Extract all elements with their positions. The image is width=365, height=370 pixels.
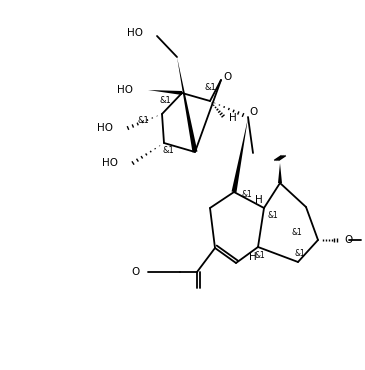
Polygon shape [231, 118, 248, 192]
Text: O: O [132, 267, 140, 277]
Text: &1: &1 [163, 145, 175, 155]
Text: O: O [224, 72, 232, 82]
Text: &1: &1 [159, 95, 171, 104]
Polygon shape [278, 163, 282, 183]
Text: &1: &1 [291, 228, 302, 236]
Text: &1: &1 [205, 83, 217, 91]
Polygon shape [148, 90, 182, 95]
Text: H: H [249, 252, 257, 262]
Text: HO: HO [97, 123, 113, 133]
Text: H: H [255, 195, 263, 205]
Polygon shape [177, 57, 197, 152]
Text: &1: &1 [137, 115, 149, 124]
Text: H: H [229, 113, 237, 123]
Text: HO: HO [102, 158, 118, 168]
Text: HO: HO [117, 85, 133, 95]
Text: O: O [344, 235, 352, 245]
Text: HO: HO [127, 28, 143, 38]
Text: &1: &1 [242, 189, 253, 198]
Text: &1: &1 [268, 211, 279, 219]
Text: &1: &1 [255, 250, 266, 259]
Text: O: O [249, 107, 257, 117]
Text: &1: &1 [295, 249, 306, 258]
